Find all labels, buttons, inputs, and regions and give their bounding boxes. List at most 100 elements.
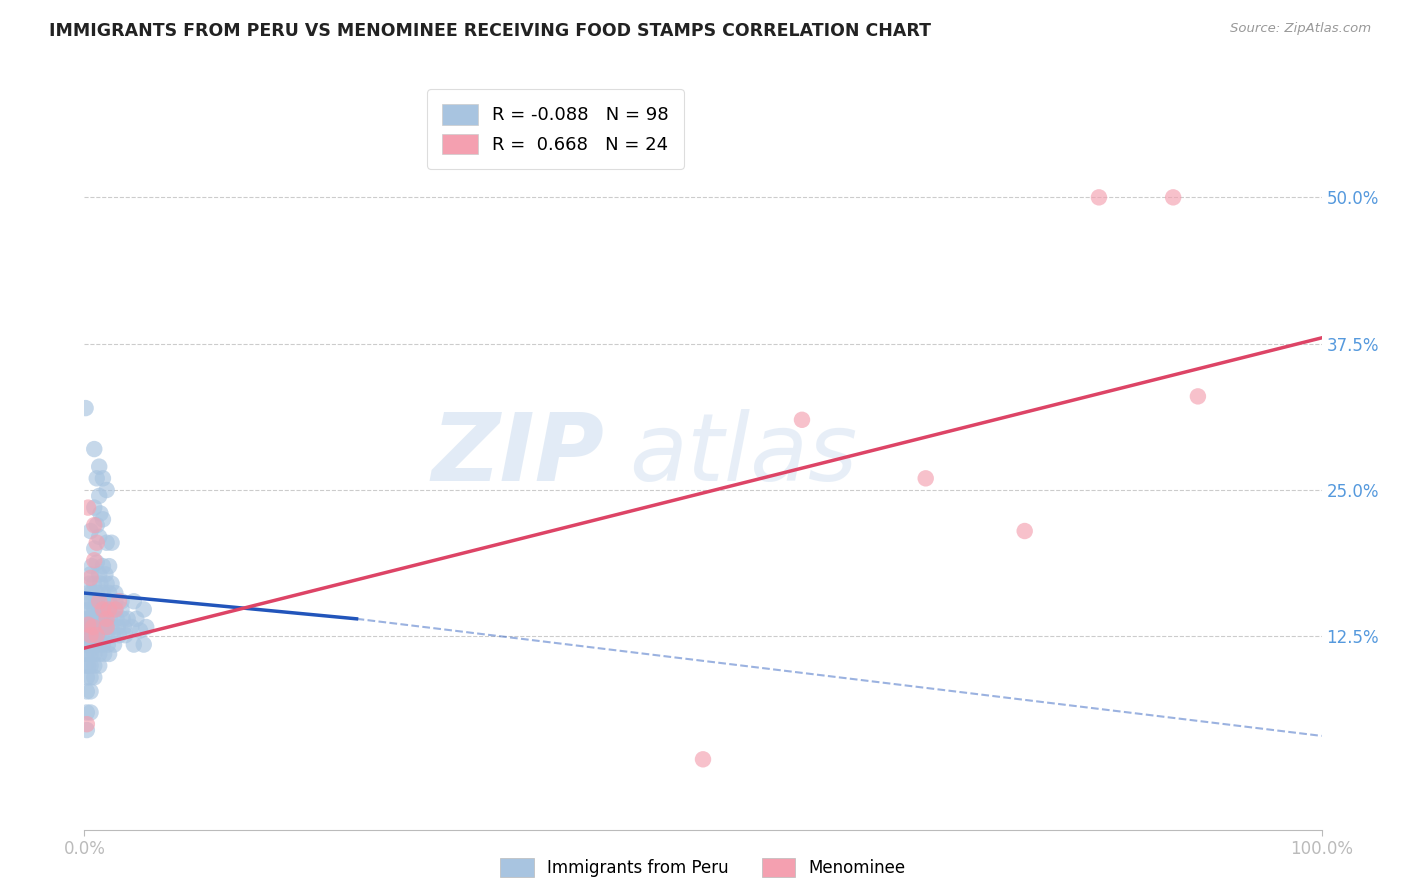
Point [76,723,98,737]
Point [96,612,118,626]
Point [110,594,132,608]
Point [104,602,127,616]
Point [132,602,155,616]
Point [75,647,97,661]
Point [87,628,110,642]
Point [79,670,101,684]
Point [91,594,114,608]
Point [83,602,105,616]
Text: atlas: atlas [628,409,858,500]
Point [98,602,121,616]
Point [96,535,118,549]
Point [79,567,101,582]
Point [82,620,104,634]
Point [122,594,145,608]
Point [96,620,118,634]
Point [86,628,108,642]
Point [120,620,142,634]
Text: IMMIGRANTS FROM PERU VS MENOMINEE RECEIVING FOOD STAMPS CORRELATION CHART: IMMIGRANTS FROM PERU VS MENOMINEE RECEIV… [49,22,931,40]
Point [89,602,111,616]
Point [80,586,103,600]
Point [94,567,117,582]
Point [79,576,101,591]
Point [692,752,714,766]
Point [79,612,101,626]
Point [96,620,118,634]
Point [83,658,105,673]
Point [83,518,105,533]
Point [108,628,131,642]
Point [91,471,114,485]
Legend: R = -0.088   N = 98, R =  0.668   N = 24: R = -0.088 N = 98, R = 0.668 N = 24 [427,89,683,169]
Point [75,638,97,652]
Point [83,670,105,684]
Point [77,628,100,642]
Point [82,612,104,626]
Point [80,594,103,608]
Point [112,620,135,634]
Point [104,586,127,600]
Point [86,471,108,485]
Point [914,471,936,485]
Legend: Immigrants from Peru, Menominee: Immigrants from Peru, Menominee [494,851,912,884]
Point [77,638,100,652]
Point [93,647,115,661]
Point [91,559,114,574]
Point [89,612,111,626]
Point [1187,389,1209,403]
Point [75,628,97,642]
Point [79,684,101,698]
Point [98,559,121,574]
Point [96,576,118,591]
Point [89,507,111,521]
Point [91,512,114,526]
Point [83,628,105,642]
Point [83,500,105,515]
Point [83,541,105,556]
Point [76,620,98,634]
Text: ZIP: ZIP [432,409,605,501]
Point [86,556,108,570]
Point [90,628,112,642]
Point [77,594,100,608]
Point [76,706,98,720]
Point [117,612,139,626]
Point [77,586,100,600]
Point [96,483,118,497]
Point [89,594,111,608]
Point [1014,524,1036,538]
Point [97,638,120,652]
Point [86,518,108,533]
Point [79,620,101,634]
Point [98,586,121,600]
Point [91,638,114,652]
Point [76,612,98,626]
Point [98,594,121,608]
Point [79,647,101,661]
Point [86,594,108,608]
Point [100,576,122,591]
Point [79,638,101,652]
Point [76,670,98,684]
Point [132,638,155,652]
Point [98,647,121,661]
Point [89,530,111,544]
Point [1161,190,1184,204]
Point [104,602,127,616]
Point [83,576,105,591]
Point [1088,190,1111,204]
Point [83,638,105,652]
Point [86,620,108,634]
Point [98,612,121,626]
Point [79,571,101,585]
Point [87,638,110,652]
Point [83,442,105,456]
Point [108,594,131,608]
Point [90,620,112,634]
Point [79,628,101,642]
Point [125,612,148,626]
Point [91,602,114,616]
Point [122,638,145,652]
Point [135,620,157,634]
Point [105,612,128,626]
